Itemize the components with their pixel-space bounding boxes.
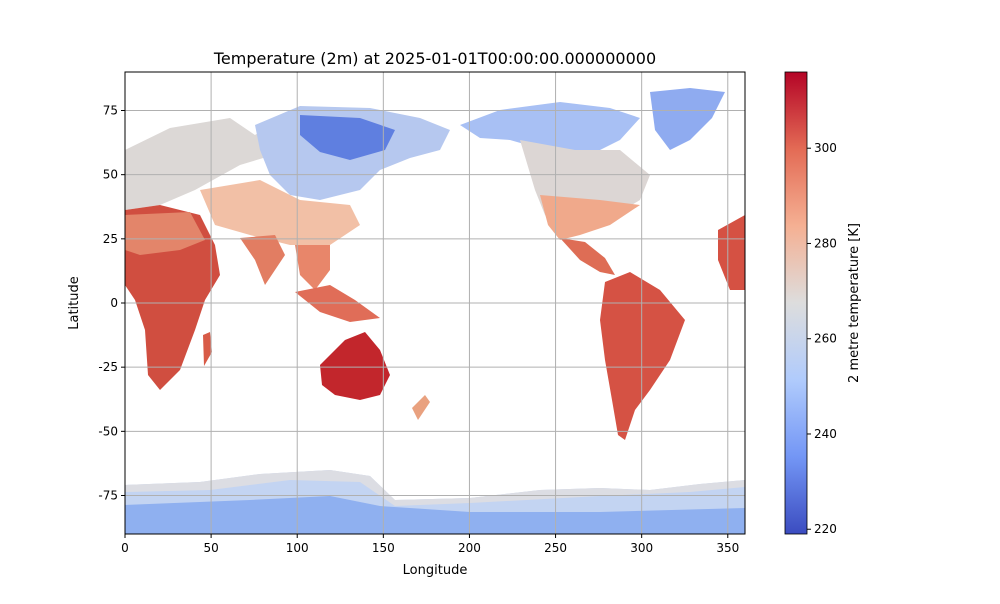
x-tick-label: 50 xyxy=(203,541,218,555)
heatmap-australia xyxy=(320,332,430,420)
central-america-region xyxy=(560,238,615,275)
new-zealand-region xyxy=(412,395,430,420)
colorbar-label: 2 metre temperature [K] xyxy=(847,223,862,383)
colorbar-tick-label: 280 xyxy=(814,236,837,250)
x-tick-label: 350 xyxy=(716,541,739,555)
gridlines xyxy=(124,72,745,534)
x-tick-label: 300 xyxy=(630,541,653,555)
sahara-region xyxy=(125,212,205,255)
colorbar-ticks: 220 240 260 280 300 xyxy=(807,141,837,536)
heatmap-africa xyxy=(125,205,220,390)
heatmap-americas xyxy=(460,88,725,440)
greenland-region xyxy=(650,88,725,150)
heatmap-layer xyxy=(125,88,745,534)
madagascar-region xyxy=(203,332,212,366)
central-asia-region xyxy=(200,180,360,245)
colorbar-tick-label: 260 xyxy=(814,332,837,346)
colorbar xyxy=(784,71,808,535)
alaska-canada-region xyxy=(460,102,640,155)
x-tick-label: 200 xyxy=(458,541,481,555)
colorbar-tick-label: 240 xyxy=(814,427,837,441)
x-tick-label: 100 xyxy=(286,541,309,555)
y-axis-ticks: -75 -50 -25 0 25 50 75 xyxy=(98,104,125,503)
west-africa-region xyxy=(718,215,745,290)
y-tick-label: 50 xyxy=(103,168,118,182)
x-axis-label: Longitude xyxy=(403,563,468,578)
y-tick-label: 75 xyxy=(103,104,118,118)
y-tick-label: 0 xyxy=(110,296,118,310)
y-axis-label: Latitude xyxy=(67,276,82,330)
chart-title: Temperature (2m) at 2025-01-01T00:00:00.… xyxy=(213,49,656,68)
antarctica-coast xyxy=(125,470,745,506)
antarctica-interior xyxy=(125,496,745,534)
x-tick-label: 150 xyxy=(372,541,395,555)
siberia-cold-core xyxy=(300,115,395,160)
heatmap-antarctica xyxy=(125,470,745,534)
colorbar-tick-label: 220 xyxy=(814,522,837,536)
south-asia-region xyxy=(240,235,285,285)
australia-region xyxy=(320,332,390,400)
y-tick-label: -75 xyxy=(98,489,118,503)
y-tick-label: 25 xyxy=(103,232,118,246)
southeast-asia-region xyxy=(295,245,330,290)
heatmap-west-africa-wrap xyxy=(718,215,745,290)
south-america-region xyxy=(600,272,685,440)
europe-africa-temperate xyxy=(125,118,300,210)
y-tick-label: -50 xyxy=(98,424,118,438)
x-axis-ticks: 0 50 100 150 200 250 300 350 xyxy=(121,534,739,555)
x-tick-label: 250 xyxy=(544,541,567,555)
x-tick-label: 0 xyxy=(121,541,129,555)
y-tick-label: -25 xyxy=(98,360,118,374)
colorbar-tick-label: 300 xyxy=(814,141,837,155)
heatmap-eurasia xyxy=(125,106,450,322)
usa-south-region xyxy=(540,195,640,240)
